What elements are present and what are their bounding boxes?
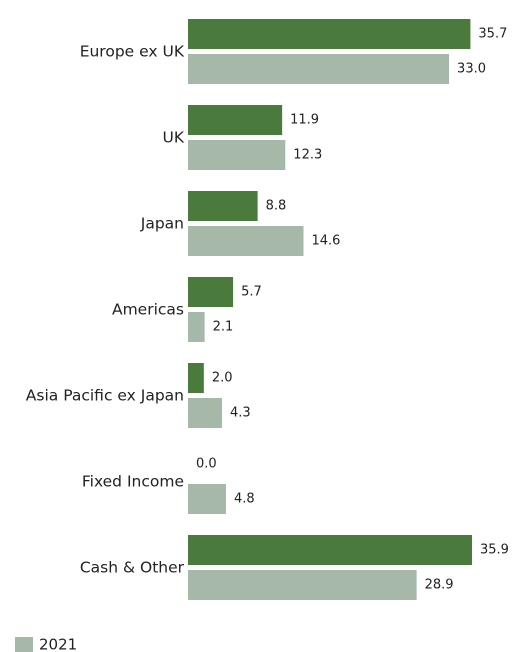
value-label: 2.1 <box>213 320 234 335</box>
bar-series-1 <box>188 363 204 393</box>
category-label: Cash & Other <box>80 559 185 577</box>
value-label: 5.7 <box>241 285 262 300</box>
value-label: 33.0 <box>457 62 486 77</box>
value-label: 14.6 <box>311 234 340 249</box>
value-label: 35.7 <box>478 27 507 42</box>
value-label: 35.9 <box>480 543 509 558</box>
value-label: 4.8 <box>234 492 255 507</box>
value-label: 2.0 <box>212 371 233 386</box>
category-label: Europe ex UK <box>80 43 185 61</box>
value-label: 0.0 <box>196 457 217 472</box>
bar-2021 <box>188 54 450 84</box>
value-label: 28.9 <box>425 578 454 593</box>
bar-series-1 <box>188 535 472 565</box>
value-label: 12.3 <box>293 148 322 163</box>
value-label: 8.8 <box>266 199 287 214</box>
labels-group: Europe ex UK 35.7 33.0 UK 11.9 12.3 Japan 8.8 14… <box>26 27 509 593</box>
legend-label-2021: 2021 <box>39 636 77 652</box>
category-label: Americas <box>112 301 184 319</box>
bar-2021 <box>188 226 304 256</box>
bar-series-1 <box>188 19 471 49</box>
category-label: Fixed Income <box>82 473 184 491</box>
category-label: Asia Pacific ex Japan <box>26 387 184 405</box>
bar-2021 <box>188 570 417 600</box>
bars-group <box>188 19 472 600</box>
bar-2021 <box>188 140 286 170</box>
bar-series-1 <box>188 191 258 221</box>
category-label: Japan <box>140 215 184 233</box>
bar-2021 <box>188 398 223 428</box>
bar-series-1 <box>188 105 283 135</box>
value-label: 11.9 <box>290 113 319 128</box>
category-label: UK <box>162 129 184 147</box>
bar-2021 <box>188 484 226 514</box>
legend-swatch-2021 <box>15 637 33 652</box>
value-label: 4.3 <box>230 406 251 421</box>
legend: 2021 <box>15 636 77 652</box>
bar-series-1 <box>188 277 234 307</box>
bar-2021 <box>188 312 205 342</box>
